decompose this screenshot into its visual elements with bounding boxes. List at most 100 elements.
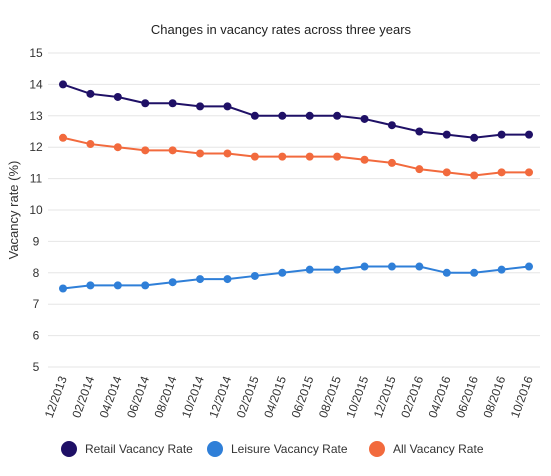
legend-label: Leisure Vacancy Rate — [231, 442, 348, 456]
data-point — [470, 171, 479, 180]
data-point — [141, 281, 150, 290]
y-tick-label: 10 — [29, 203, 43, 217]
legend-item: Retail Vacancy Rate — [61, 441, 193, 457]
legend-label: All Vacancy Rate — [393, 442, 484, 456]
x-tick-label: 02/2014 — [69, 374, 97, 420]
x-tick-label: 12/2013 — [42, 374, 70, 420]
data-point — [113, 281, 122, 290]
x-tick-label: 06/2014 — [124, 374, 152, 420]
data-point — [470, 133, 479, 142]
data-point — [497, 130, 506, 139]
x-tick-label: 04/2015 — [261, 374, 289, 420]
series-3 — [59, 133, 533, 180]
data-point — [168, 278, 177, 287]
series-line — [62, 136, 529, 177]
chart-title: Changes in vacancy rates across three ye… — [151, 22, 412, 37]
legend-marker — [61, 441, 77, 457]
data-point — [360, 262, 369, 271]
data-point — [497, 168, 506, 177]
data-point — [196, 275, 205, 284]
x-tick-label: 10/2016 — [508, 374, 536, 420]
data-point — [141, 99, 150, 108]
data-point — [250, 111, 259, 120]
data-point — [223, 275, 232, 284]
data-point — [442, 130, 451, 139]
x-tick-label: 04/2016 — [426, 374, 454, 420]
series-1 — [59, 80, 533, 142]
x-tick-label: 08/2014 — [151, 374, 179, 420]
data-point — [387, 158, 396, 167]
y-axis-label: Vacancy rate (%) — [6, 161, 21, 260]
x-axis-ticks: 12/2013 02/2014 04/2014 06/2014 08/2014 10/20… — [42, 374, 536, 420]
x-tick-label: 04/2014 — [97, 374, 125, 420]
series-line — [62, 265, 530, 290]
series-layer — [59, 80, 533, 293]
x-tick-label: 02/2016 — [398, 374, 426, 420]
x-tick-label: 08/2015 — [316, 374, 344, 420]
data-point — [470, 268, 479, 277]
data-point — [59, 133, 67, 142]
x-tick-label: 10/2014 — [179, 374, 207, 420]
x-tick-label: 12/2014 — [206, 374, 234, 420]
legend-label: Retail Vacancy Rate — [85, 442, 193, 456]
y-tick-label: 14 — [29, 77, 43, 91]
x-tick-label: 02/2015 — [234, 374, 262, 420]
y-tick-label: 11 — [30, 172, 43, 186]
y-tick-label: 12 — [29, 140, 43, 154]
data-point — [415, 262, 424, 271]
data-point — [141, 146, 150, 155]
y-tick-label: 15 — [29, 46, 43, 60]
data-point — [497, 265, 506, 274]
data-point — [196, 102, 205, 111]
y-axis-ticks: 5 6 7 8 9 10 11 12 13 14 15 — [29, 46, 43, 374]
series-line — [62, 83, 529, 139]
gridlines — [48, 52, 540, 368]
data-point — [525, 168, 533, 177]
data-point — [442, 168, 451, 177]
data-point — [196, 149, 205, 158]
data-point — [86, 281, 95, 290]
data-point — [86, 89, 95, 98]
x-tick-label: 08/2016 — [480, 374, 508, 420]
y-tick-label: 13 — [29, 109, 43, 123]
y-tick-label: 6 — [33, 329, 40, 343]
data-point — [333, 111, 342, 120]
data-point — [86, 140, 95, 149]
legend-item: Leisure Vacancy Rate — [207, 441, 348, 457]
data-point — [333, 265, 342, 274]
data-point — [278, 111, 287, 120]
data-point — [360, 155, 369, 164]
data-point — [278, 152, 287, 161]
y-tick-label: 9 — [33, 234, 40, 248]
x-tick-label: 12/2015 — [371, 374, 399, 420]
data-point — [113, 143, 122, 152]
data-point — [305, 265, 314, 274]
data-point — [305, 152, 314, 161]
data-point — [387, 262, 396, 271]
data-point — [59, 80, 67, 89]
x-tick-label: 06/2016 — [453, 374, 481, 420]
y-tick-label: 7 — [33, 297, 40, 311]
data-point — [525, 130, 533, 139]
data-point — [442, 268, 451, 277]
legend: Retail Vacancy Rate Leisure Vacancy Rate A… — [61, 441, 484, 457]
data-point — [113, 92, 122, 101]
x-tick-label: 10/2015 — [343, 374, 371, 420]
data-point — [333, 152, 342, 161]
legend-marker — [369, 441, 385, 457]
data-point — [525, 262, 533, 271]
data-point — [415, 165, 424, 174]
data-point — [415, 127, 424, 136]
data-point — [168, 99, 177, 108]
data-point — [168, 146, 177, 155]
data-point — [223, 149, 232, 158]
data-point — [250, 152, 259, 161]
legend-item: All Vacancy Rate — [369, 441, 484, 457]
y-tick-label: 5 — [33, 360, 40, 374]
data-point — [59, 284, 67, 293]
series-2 — [59, 262, 533, 293]
legend-marker — [207, 441, 223, 457]
data-point — [250, 271, 259, 280]
x-tick-label: 06/2015 — [289, 374, 317, 420]
